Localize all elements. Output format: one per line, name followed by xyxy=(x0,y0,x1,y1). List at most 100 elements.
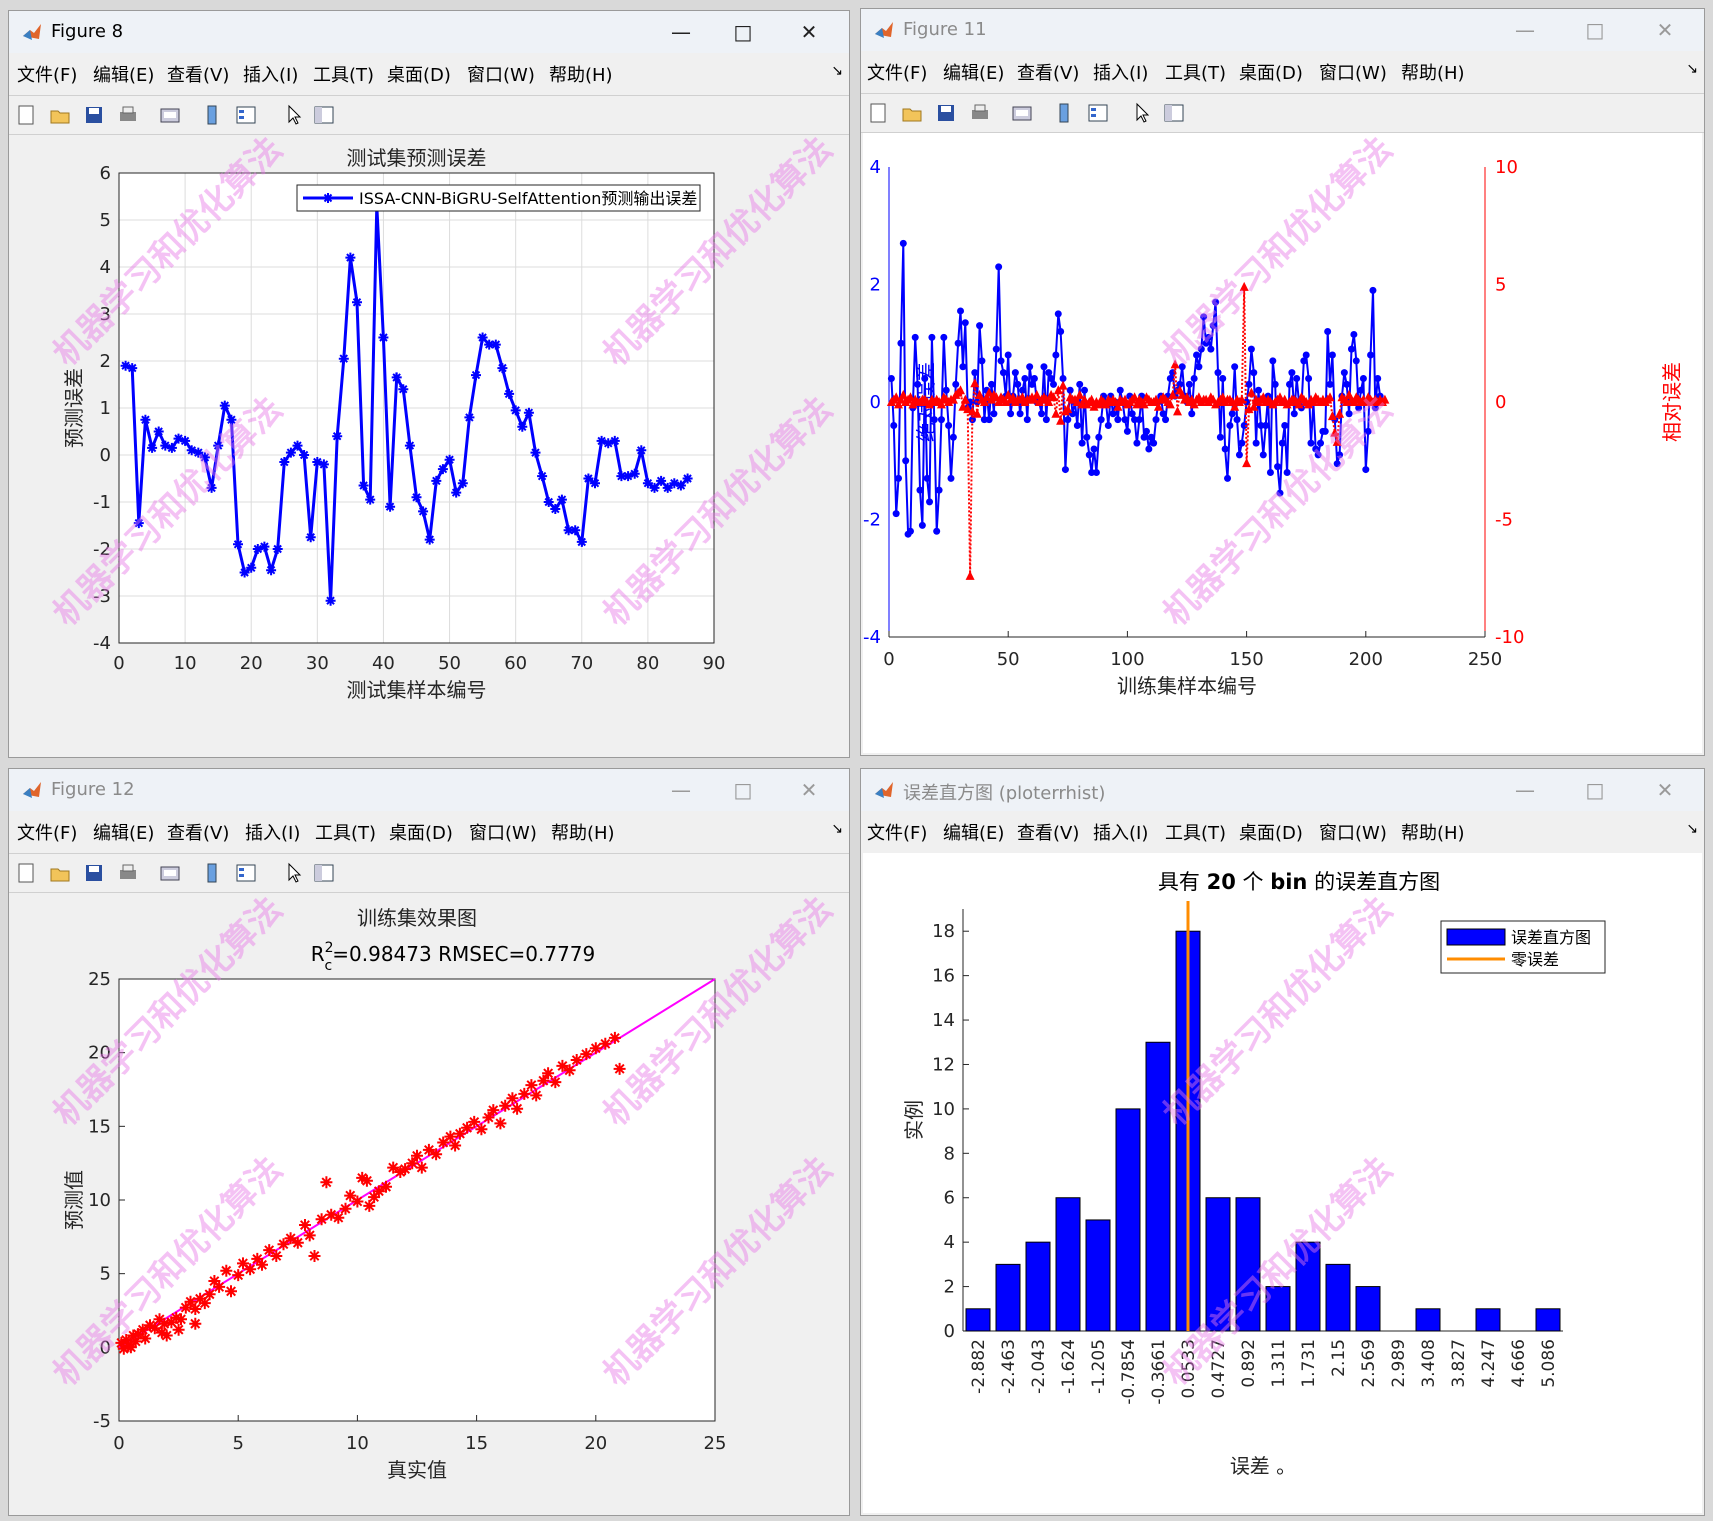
save-icon[interactable] xyxy=(83,104,105,126)
menu-window[interactable]: 窗口(W) xyxy=(1319,823,1387,844)
figure11-window[interactable]: Figure 11 — □ ✕ 文件(F) 编辑(E) 查看(V) 插入(I) … xyxy=(860,8,1705,756)
save-icon[interactable] xyxy=(83,862,105,884)
print-preview-icon[interactable] xyxy=(1011,102,1033,124)
data-point xyxy=(387,1161,400,1174)
menu-desktop[interactable]: 桌面(D) xyxy=(387,65,451,86)
menu-edit[interactable]: 编辑(E) xyxy=(943,63,1005,84)
menu-edit[interactable]: 编辑(E) xyxy=(93,823,155,844)
close-button[interactable]: ✕ xyxy=(1656,778,1674,802)
relative-error-point xyxy=(906,392,915,402)
figure12-window[interactable]: Figure 12 — □ ✕ 文件(F) 编辑(E) 查看(V) 插入(I) … xyxy=(8,768,850,1516)
figure8-window[interactable]: Figure 8 — □ ✕ 文件(F) 编辑(E) 查看(V) 插入(I) 工… xyxy=(8,10,850,758)
absolute-error-point xyxy=(1305,375,1313,382)
pointer-icon[interactable] xyxy=(283,104,305,126)
y-tick-label: 5 xyxy=(100,1264,111,1285)
colorbar-icon[interactable] xyxy=(1053,102,1075,124)
menu-file[interactable]: 文件(F) xyxy=(17,823,78,844)
menu-help[interactable]: 帮助(H) xyxy=(551,823,615,844)
plot-area xyxy=(118,978,716,1422)
menu-insert[interactable]: 插入(I) xyxy=(1093,63,1149,84)
menu-help[interactable]: 帮助(H) xyxy=(549,65,613,86)
bin-label: 5.086 xyxy=(1539,1339,1559,1388)
print-icon[interactable] xyxy=(117,104,139,126)
menu-window[interactable]: 窗口(W) xyxy=(1319,63,1387,84)
open-icon[interactable] xyxy=(49,862,71,884)
menu-view[interactable]: 查看(V) xyxy=(1017,63,1080,84)
close-button[interactable]: ✕ xyxy=(800,778,818,802)
menu-view[interactable]: 查看(V) xyxy=(1017,823,1080,844)
save-icon[interactable] xyxy=(935,102,957,124)
absolute-error-point xyxy=(1059,375,1067,382)
print-icon[interactable] xyxy=(117,862,139,884)
minimize-button[interactable]: — xyxy=(1515,18,1535,42)
menu-insert[interactable]: 插入(I) xyxy=(245,823,301,844)
open-icon[interactable] xyxy=(49,104,71,126)
property-editor-icon[interactable] xyxy=(313,862,335,884)
minimize-button[interactable]: — xyxy=(1515,778,1535,802)
print-preview-icon[interactable] xyxy=(159,104,181,126)
new-figure-icon[interactable] xyxy=(867,102,889,124)
absolute-error-point xyxy=(1302,351,1310,359)
bin-label: -0.7854 xyxy=(1119,1339,1139,1405)
errhist-window[interactable]: 误差直方图 (ploterrhist) — □ ✕ 文件(F) 编辑(E) 查看… xyxy=(860,768,1705,1516)
error-point xyxy=(206,482,217,493)
colorbar-icon[interactable] xyxy=(201,862,223,884)
legend-icon[interactable] xyxy=(235,862,257,884)
colorbar-icon[interactable] xyxy=(201,104,223,126)
data-point xyxy=(136,1323,149,1336)
close-button[interactable]: ✕ xyxy=(800,20,818,44)
figure8-titlebar[interactable]: Figure 8 — □ ✕ xyxy=(9,11,849,53)
menu-help[interactable]: 帮助(H) xyxy=(1401,823,1465,844)
menu-file[interactable]: 文件(F) xyxy=(17,65,78,86)
menu-desktop[interactable]: 桌面(D) xyxy=(1239,63,1303,84)
menu-edit[interactable]: 编辑(E) xyxy=(93,65,155,86)
open-icon[interactable] xyxy=(901,102,923,124)
menu-tools[interactable]: 工具(T) xyxy=(315,823,377,844)
menu-tools[interactable]: 工具(T) xyxy=(1165,823,1227,844)
menu-window[interactable]: 窗口(W) xyxy=(469,823,537,844)
new-figure-icon[interactable] xyxy=(15,104,37,126)
menu-tools[interactable]: 工具(T) xyxy=(313,65,375,86)
menu-desktop[interactable]: 桌面(D) xyxy=(389,823,453,844)
maximize-button[interactable]: □ xyxy=(1585,778,1605,802)
maximize-button[interactable]: □ xyxy=(733,778,753,802)
data-point xyxy=(115,1336,128,1349)
print-preview-icon[interactable] xyxy=(159,862,181,884)
dock-arrow-icon[interactable]: ↘ xyxy=(831,821,843,837)
maximize-button[interactable]: □ xyxy=(733,20,753,44)
property-editor-icon[interactable] xyxy=(1163,102,1185,124)
minimize-button[interactable]: — xyxy=(671,778,691,802)
close-button[interactable]: ✕ xyxy=(1656,18,1674,42)
pointer-icon[interactable] xyxy=(283,862,305,884)
dock-arrow-icon[interactable]: ↘ xyxy=(1686,61,1698,77)
dock-arrow-icon[interactable]: ↘ xyxy=(1686,821,1698,837)
figure12-titlebar[interactable]: Figure 12 — □ ✕ xyxy=(9,769,849,811)
errhist-titlebar[interactable]: 误差直方图 (ploterrhist) — □ ✕ xyxy=(861,769,1704,811)
dock-arrow-icon[interactable]: ↘ xyxy=(831,63,843,79)
menu-file[interactable]: 文件(F) xyxy=(867,823,928,844)
menu-view[interactable]: 查看(V) xyxy=(167,65,230,86)
minimize-button[interactable]: — xyxy=(671,20,691,44)
pointer-icon[interactable] xyxy=(1131,102,1153,124)
data-point xyxy=(453,1127,466,1140)
menu-insert[interactable]: 插入(I) xyxy=(1093,823,1149,844)
menu-help[interactable]: 帮助(H) xyxy=(1401,63,1465,84)
absolute-error-point xyxy=(887,375,895,382)
print-icon[interactable] xyxy=(969,102,991,124)
new-figure-icon[interactable] xyxy=(15,862,37,884)
subtitle-metrics: =0.98473 RMSEC=0.7779 xyxy=(332,942,595,966)
absolute-error-point xyxy=(1095,433,1103,441)
menu-desktop[interactable]: 桌面(D) xyxy=(1239,823,1303,844)
menu-window[interactable]: 窗口(W) xyxy=(467,65,535,86)
figure11-titlebar[interactable]: Figure 11 — □ ✕ xyxy=(861,9,1704,51)
menu-tools[interactable]: 工具(T) xyxy=(1165,63,1227,84)
property-editor-icon[interactable] xyxy=(313,104,335,126)
menu-file[interactable]: 文件(F) xyxy=(867,63,928,84)
legend-icon[interactable] xyxy=(1087,102,1109,124)
menu-insert[interactable]: 插入(I) xyxy=(243,65,299,86)
legend-icon[interactable] xyxy=(235,104,257,126)
menu-edit[interactable]: 编辑(E) xyxy=(943,823,1005,844)
data-point xyxy=(184,1295,197,1308)
menu-view[interactable]: 查看(V) xyxy=(167,823,230,844)
maximize-button[interactable]: □ xyxy=(1585,18,1605,42)
